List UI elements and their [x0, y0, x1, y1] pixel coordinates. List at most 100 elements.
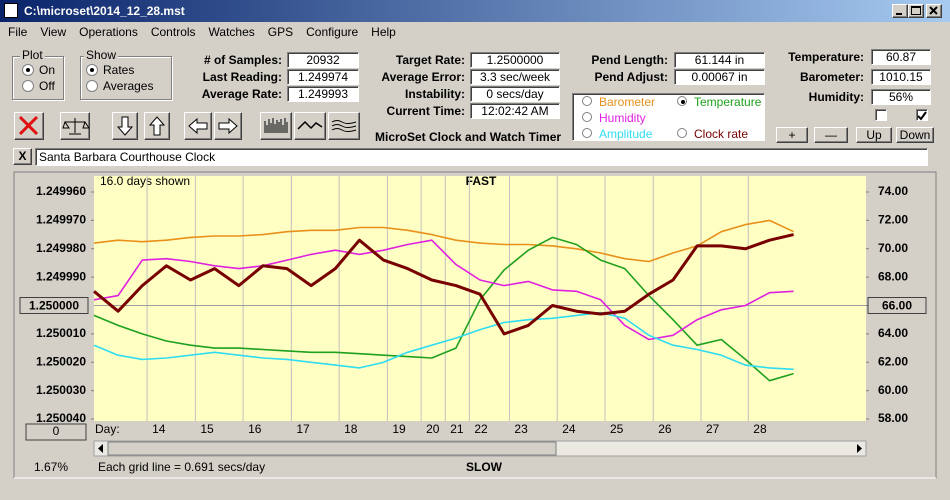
clock-name-field[interactable]: Santa Barbara Courthouse Clock	[35, 148, 928, 166]
y-tick-label: 1.249960	[36, 184, 86, 198]
menu-item[interactable]: Operations	[79, 25, 138, 39]
field-value[interactable]: 0 secs/day	[470, 86, 560, 102]
scrollbar-thumb[interactable]	[107, 441, 557, 456]
up-arrow-button[interactable]	[144, 112, 170, 140]
footnote: Each grid line = 0.691 secs/day	[98, 460, 265, 474]
stop-button[interactable]	[14, 112, 44, 140]
x-tick-label: 18	[344, 422, 358, 436]
menu-item[interactable]: Watches	[208, 25, 255, 39]
field-value[interactable]: 60.87	[871, 49, 931, 65]
radio-button[interactable]	[22, 64, 34, 76]
down-arrow-button[interactable]	[112, 112, 138, 140]
show-group-title: Show	[84, 48, 119, 62]
y2-tick-label: 62.00	[878, 354, 908, 368]
field-value[interactable]: 0.00067 in	[674, 69, 765, 85]
y-tick-label: 1.249970	[36, 213, 86, 227]
radio-label[interactable]: Off	[39, 79, 55, 93]
title-bar: C:\microset\2014_12_28.mst	[0, 0, 950, 22]
field-value[interactable]: 56%	[871, 89, 931, 105]
window-title: C:\microset\2014_12_28.mst	[24, 4, 185, 18]
radio-button[interactable]	[86, 64, 98, 76]
minimize-button[interactable]	[892, 4, 908, 18]
series-line	[93, 233, 794, 336]
stop-icon	[18, 115, 39, 136]
scroll-left-arrow[interactable]	[98, 444, 103, 453]
scroll-label: 1.67%	[34, 460, 68, 474]
y2-tick-button[interactable]	[867, 297, 927, 314]
field-label: Humidity:	[808, 90, 864, 104]
y2-tick-label: 72.00	[878, 213, 908, 227]
y-tick-label: 1.249990	[36, 269, 86, 283]
menu-item[interactable]: Help	[371, 25, 396, 39]
x-axis-label: Day:	[95, 422, 120, 436]
field-label: # of Samples:	[203, 53, 282, 67]
series-line	[93, 236, 794, 382]
field-value[interactable]: 1.249974	[287, 69, 359, 85]
radio-label[interactable]: Rates	[103, 63, 135, 77]
control-button[interactable]: +	[776, 127, 808, 143]
x-tick-label: 23	[514, 422, 528, 436]
grid	[94, 176, 866, 421]
radio-label[interactable]: On	[39, 63, 56, 77]
y2-tick-label: 66.00	[882, 299, 912, 313]
scroll-right-arrow[interactable]	[857, 444, 862, 453]
legend-label[interactable]: Barometer	[599, 95, 656, 109]
legend-label[interactable]: Amplitude	[599, 127, 653, 141]
menu-item[interactable]: View	[40, 25, 67, 39]
field-value[interactable]: 3.3 sec/week	[470, 69, 560, 85]
checkbox[interactable]	[875, 109, 887, 121]
menu-item[interactable]: Configure	[306, 25, 359, 39]
field-label: Current Time:	[386, 104, 465, 118]
bars-view-button[interactable]	[260, 112, 292, 140]
app-icon	[4, 3, 18, 18]
checkbox-checked[interactable]	[916, 109, 928, 121]
control-button[interactable]: Down	[896, 127, 934, 143]
up-arrow-icon	[148, 116, 166, 136]
field-value[interactable]: 1.249993	[287, 86, 359, 102]
y-tick-button[interactable]	[19, 297, 89, 314]
field-label: Pend Length:	[591, 53, 668, 67]
offset-button[interactable]	[25, 423, 87, 441]
radio-button[interactable]	[86, 80, 98, 92]
field-value[interactable]: 1010.15	[871, 69, 931, 85]
line-view-button[interactable]	[294, 112, 326, 140]
legend-label[interactable]: Temperature	[694, 95, 762, 109]
field-value[interactable]: 61.144 in	[674, 52, 765, 68]
scale-icon	[62, 118, 90, 135]
left-arrow-button[interactable]	[184, 112, 212, 140]
legend-label[interactable]: Clock rate	[694, 127, 749, 141]
line-icon	[297, 120, 323, 130]
multi-line-view-button[interactable]	[328, 112, 360, 140]
maximize-button[interactable]	[908, 4, 924, 18]
legend-label[interactable]: Humidity	[599, 111, 646, 125]
control-button[interactable]: Up	[856, 127, 892, 143]
show-group	[80, 56, 172, 100]
menu-item[interactable]: Controls	[150, 25, 196, 39]
menu-item[interactable]: File	[8, 25, 28, 39]
series-line	[93, 219, 794, 263]
radio-button[interactable]	[22, 80, 34, 92]
y-tick-label: 1.249980	[36, 241, 86, 255]
field-value[interactable]: 12:02:42 AM	[470, 103, 560, 119]
y2-tick-label: 64.00	[878, 326, 908, 340]
y-tick-label: 1.250010	[36, 326, 86, 340]
close-window-button[interactable]	[926, 4, 942, 18]
x-tick-label: 27	[706, 422, 720, 436]
legend-radio[interactable]	[677, 96, 687, 106]
scale-button[interactable]	[60, 112, 90, 140]
x-tick-label: 15	[200, 422, 214, 436]
legend-radio[interactable]	[582, 112, 592, 122]
close-clock-button[interactable]: X	[13, 148, 32, 165]
legend-radio[interactable]	[582, 128, 592, 138]
radio-label[interactable]: Averages	[103, 79, 154, 93]
control-button[interactable]: —	[814, 127, 848, 143]
field-value[interactable]: 1.2500000	[470, 52, 560, 68]
legend-radio[interactable]	[582, 96, 592, 106]
days-shown: 16.0 days shown	[100, 174, 190, 188]
legend-radio[interactable]	[677, 128, 687, 138]
field-value[interactable]: 20932	[287, 52, 359, 68]
plot-area	[94, 176, 866, 421]
menu-item[interactable]: GPS	[267, 25, 294, 39]
right-arrow-button[interactable]	[214, 112, 242, 140]
series-line	[93, 239, 794, 341]
